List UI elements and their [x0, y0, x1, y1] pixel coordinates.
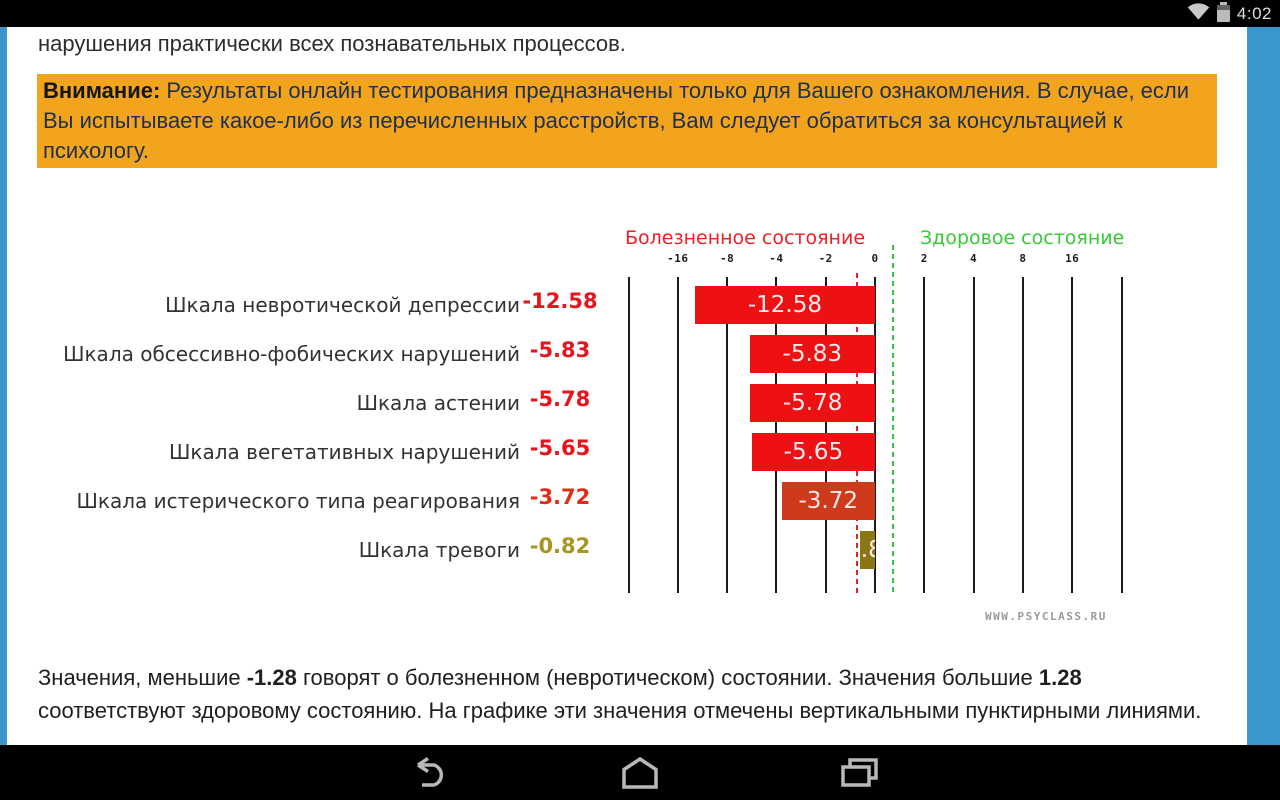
footer-part: говорят о болезненном (невротическом) со…	[296, 665, 1039, 690]
result-bar: -0.82	[860, 531, 875, 569]
axis-gridline	[923, 277, 926, 593]
scale-name: Шкала астении	[356, 391, 520, 415]
result-bar: -12.58	[694, 286, 875, 324]
axis-gridline	[726, 277, 729, 593]
axis-gridline	[1120, 277, 1123, 593]
axis-gridline	[874, 277, 876, 593]
scale-value: -3.72	[529, 485, 591, 509]
footer-part: соответствуют здоровому состоянию. На гр…	[38, 698, 1202, 723]
battery-icon	[1216, 2, 1230, 22]
threshold-line	[891, 245, 894, 593]
axis-tick-label: 0	[871, 252, 879, 265]
scale-name: Шкала истерического типа реагирования	[76, 489, 520, 513]
bar-value-label: -12.58	[747, 292, 823, 318]
axis-tick-label: 4	[970, 252, 978, 265]
scale-row: Шкала обсессивно-фобических нарушений -5.…	[0, 337, 600, 371]
result-bar: -5.78	[750, 384, 875, 422]
scale-name: Шкала невротической депрессии	[165, 293, 520, 317]
status-clock: 4:02	[1236, 3, 1272, 23]
scale-row: Шкала вегетативных нарушений -5.65	[0, 435, 600, 469]
scale-value: -5.65	[529, 436, 591, 460]
watermark: WWW.PSYCLASS.RU	[985, 610, 1107, 623]
axis-tick-label: 8	[1019, 252, 1027, 265]
bar-value-label: -0.82	[860, 537, 875, 563]
result-bar: -3.72	[781, 482, 875, 520]
scale-value: -5.78	[529, 387, 591, 411]
bar-value-label: -5.83	[782, 341, 843, 367]
scale-row: Шкала истерического типа реагирования -3.…	[0, 484, 600, 518]
axis-tick-label: -2	[818, 252, 833, 265]
results-chart: Болезненное состояние Здоровое состояние…	[0, 225, 1150, 635]
intro-paragraph: нарушения практически всех познавательны…	[38, 31, 626, 56]
scale-row: Шкала невротической депрессии -12.58	[0, 288, 600, 322]
scale-value: -0.82	[529, 534, 591, 558]
axis-tick-label: -4	[769, 252, 784, 265]
axis-tick-label: -8	[719, 252, 735, 265]
warning-label: Внимание:	[43, 78, 161, 103]
footer-paragraph: Значения, меньшие -1.28 говорят о болезн…	[38, 661, 1208, 727]
back-icon[interactable]	[405, 756, 451, 790]
warning-text: Результаты онлайн тестирования предназна…	[43, 78, 1190, 163]
bar-value-label: -3.72	[798, 488, 859, 514]
axis-gridline	[1021, 277, 1024, 593]
scale-name: Шкала вегетативных нарушений	[169, 440, 520, 464]
result-bar: -5.83	[749, 335, 875, 373]
axis-gridline	[1071, 277, 1074, 593]
bar-value-label: -5.65	[783, 439, 844, 465]
bar-value-label: -5.78	[782, 390, 843, 416]
footer-threshold-negative: -1.28	[246, 665, 297, 690]
footer-threshold-positive: 1.28	[1038, 665, 1082, 690]
axis-gridline	[972, 277, 975, 593]
result-bar: -5.65	[751, 433, 875, 471]
status-bar: 4:02	[0, 0, 1280, 27]
scale-value: -5.83	[529, 338, 591, 362]
home-icon[interactable]	[617, 756, 663, 790]
warning-box: Внимание: Результаты онлайн тестирования…	[37, 74, 1217, 168]
scale-name: Шкала тревоги	[358, 538, 520, 562]
axis-gridline	[676, 277, 679, 593]
scale-value: -12.58	[522, 289, 598, 313]
axis-tick-label: 16	[1065, 252, 1080, 265]
axis-tick-label: 2	[920, 252, 928, 265]
scale-name: Шкала обсессивно-фобических нарушений	[63, 342, 520, 366]
chart-header-sick: Болезненное состояние	[625, 227, 866, 249]
android-nav-bar	[0, 745, 1280, 800]
recents-icon[interactable]	[837, 756, 883, 790]
wifi-icon	[1187, 2, 1210, 26]
chart-header-healthy: Здоровое состояние	[920, 227, 1125, 249]
scale-row: Шкала тревоги -0.82	[0, 533, 600, 567]
axis-tick-label: -16	[667, 252, 689, 265]
footer-part: Значения, меньшие	[38, 665, 247, 690]
scale-row: Шкала астении -5.78	[0, 386, 600, 420]
axis-gridline	[627, 277, 630, 593]
